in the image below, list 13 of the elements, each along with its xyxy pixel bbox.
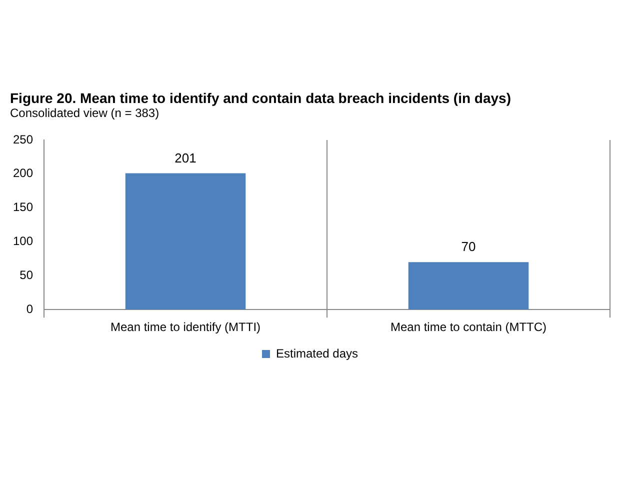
- data-label: 70: [461, 239, 476, 254]
- data-label: 201: [174, 150, 196, 166]
- y-tick-label: 250: [12, 132, 34, 146]
- x-tick-label: Mean time to contain (MTTC): [390, 320, 547, 334]
- legend-label: Estimated days: [276, 346, 358, 360]
- x-tick-label: Mean time to identify (MTTI): [110, 320, 261, 334]
- y-tick-label: 100: [12, 234, 34, 248]
- y-tick-label: 50: [20, 268, 34, 282]
- y-tick-label: 0: [26, 302, 34, 316]
- y-tick-label: 150: [12, 200, 34, 214]
- chart-title: Figure 20. Mean time to identify and contain data breach incidents (in days): [9, 90, 512, 106]
- y-tick-label: 200: [12, 166, 34, 180]
- chart-subtitle: Consolidated view (n = 383): [9, 106, 160, 120]
